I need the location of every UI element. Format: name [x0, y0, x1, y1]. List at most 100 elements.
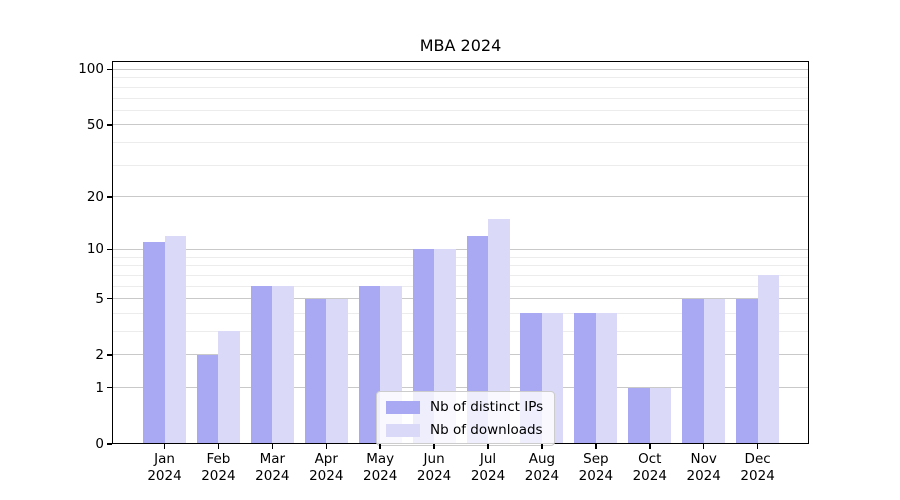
xtick-year: 2024: [740, 468, 775, 484]
xtick-year: 2024: [201, 468, 236, 484]
xtick-mark-nov: [702, 444, 705, 449]
ytick-label-5: 5: [95, 290, 104, 307]
gridline-minor-30: [112, 164, 809, 166]
gridline-major-20: [112, 196, 809, 198]
xtick-month: Nov: [690, 451, 717, 467]
xtick-year: 2024: [147, 468, 182, 484]
bar-sep-ips: [574, 313, 596, 444]
xtick-year: 2024: [686, 468, 721, 484]
gridline-minor-4: [112, 312, 809, 314]
xtick-month: Mar: [259, 451, 286, 467]
xtick-label-jul: Jul 2024: [458, 451, 518, 485]
xtick-label-nov: Nov 2024: [674, 451, 734, 485]
xtick-month: Dec: [744, 451, 771, 467]
bar-mar-ips: [250, 286, 273, 444]
legend-label-distinct-ips: Nb of distinct IPs: [430, 399, 544, 415]
ytick-mark-20: [107, 196, 112, 198]
xtick-year: 2024: [524, 468, 560, 484]
xtick-mark-jan: [163, 444, 166, 449]
ytick-mark-10: [107, 248, 112, 251]
xtick-mark-aug: [541, 444, 543, 449]
ytick-label-0: 0: [95, 436, 104, 452]
ytick-mark-100: [107, 68, 112, 71]
bar-nov-ips: [682, 298, 704, 444]
xtick-label-feb: Feb 2024: [188, 451, 248, 485]
gridline-major-2: [112, 354, 809, 356]
xtick-label-dec: Dec 2024: [728, 451, 788, 485]
ytick-mark-0: [107, 443, 112, 445]
legend-label-downloads: Nb of downloads: [430, 422, 543, 438]
bar-nov-downloads: [703, 298, 726, 444]
bar-mar-downloads: [272, 286, 294, 444]
xtick-mark-sep: [595, 444, 597, 449]
bar-jul-downloads: [488, 218, 510, 444]
xtick-mark-jul: [487, 444, 489, 449]
xtick-mark-dec: [756, 444, 759, 449]
bar-may-ips: [358, 286, 381, 444]
gridline-major-100: [112, 68, 809, 70]
gridline-minor-3: [112, 330, 809, 332]
xtick-month: Jan: [154, 451, 175, 467]
xtick-mark-feb: [217, 444, 220, 449]
plot-area: Nb of distinct IPs Nb of downloads: [112, 61, 809, 446]
ytick-label-10: 10: [86, 241, 104, 258]
gridline-minor-80: [112, 86, 809, 88]
bar-jan-ips: [143, 242, 165, 444]
xtick-month: Jun: [423, 451, 445, 467]
xtick-month: Apr: [314, 451, 338, 467]
xtick-year: 2024: [362, 468, 398, 484]
xtick-year: 2024: [470, 468, 506, 484]
xtick-year: 2024: [632, 468, 667, 484]
gridline-minor-40: [112, 142, 809, 144]
ytick-label-50: 50: [86, 116, 104, 133]
ytick-mark-50: [107, 124, 112, 126]
xtick-label-may: May 2024: [350, 451, 410, 485]
bar-feb-downloads: [218, 331, 240, 444]
legend-item-distinct-ips: Nb of distinct IPs: [386, 399, 543, 415]
gridline-minor-6: [112, 285, 809, 287]
legend-item-downloads: Nb of downloads: [386, 422, 543, 438]
xtick-year: 2024: [416, 468, 452, 484]
chart-title: MBA 2024: [419, 36, 502, 55]
xtick-month: Feb: [206, 451, 231, 467]
legend-swatch-downloads: [386, 423, 420, 437]
gridline-major-10: [112, 248, 809, 250]
xtick-month: Jul: [479, 451, 497, 467]
bar-oct-ips: [628, 387, 650, 444]
xtick-mark-apr: [325, 444, 327, 449]
xtick-label-apr: Apr 2024: [296, 451, 356, 485]
gridline-minor-60: [112, 109, 809, 111]
ytick-mark-5: [107, 297, 112, 300]
gridline-minor-8: [112, 265, 809, 267]
bar-apr-ips: [304, 298, 327, 444]
xtick-label-mar: Mar 2024: [242, 451, 302, 485]
xtick-label-jan: Jan 2024: [135, 451, 195, 485]
legend-swatch-distinct-ips: [386, 400, 420, 414]
bar-dec-ips: [736, 298, 758, 444]
gridline-major-50: [112, 124, 809, 126]
xtick-mark-jun: [433, 444, 435, 449]
gridline-minor-9: [112, 256, 809, 258]
bar-dec-downloads: [757, 275, 780, 444]
ytick-mark-2: [107, 354, 112, 356]
gridline-major-1: [112, 387, 809, 389]
bar-jan-downloads: [164, 235, 186, 444]
xtick-mark-may: [379, 444, 381, 449]
xtick-mark-mar: [271, 444, 274, 449]
xtick-label-sep: Sep 2024: [566, 451, 626, 485]
bar-feb-ips: [196, 354, 219, 444]
bar-oct-downloads: [649, 387, 672, 444]
xtick-month: Oct: [638, 451, 662, 467]
xtick-month: May: [366, 451, 395, 467]
legend: Nb of distinct IPs Nb of downloads: [376, 391, 556, 446]
gridline-major-5: [112, 298, 809, 300]
ytick-label-20: 20: [86, 188, 104, 205]
xtick-month: Sep: [583, 451, 609, 467]
ytick-label-100: 100: [78, 61, 104, 78]
gridline-minor-70: [112, 97, 809, 99]
gridline-minor-90: [112, 77, 809, 79]
xtick-label-aug: Aug 2024: [512, 451, 572, 485]
ytick-label-2: 2: [95, 346, 104, 363]
xtick-label-oct: Oct 2024: [620, 451, 680, 485]
